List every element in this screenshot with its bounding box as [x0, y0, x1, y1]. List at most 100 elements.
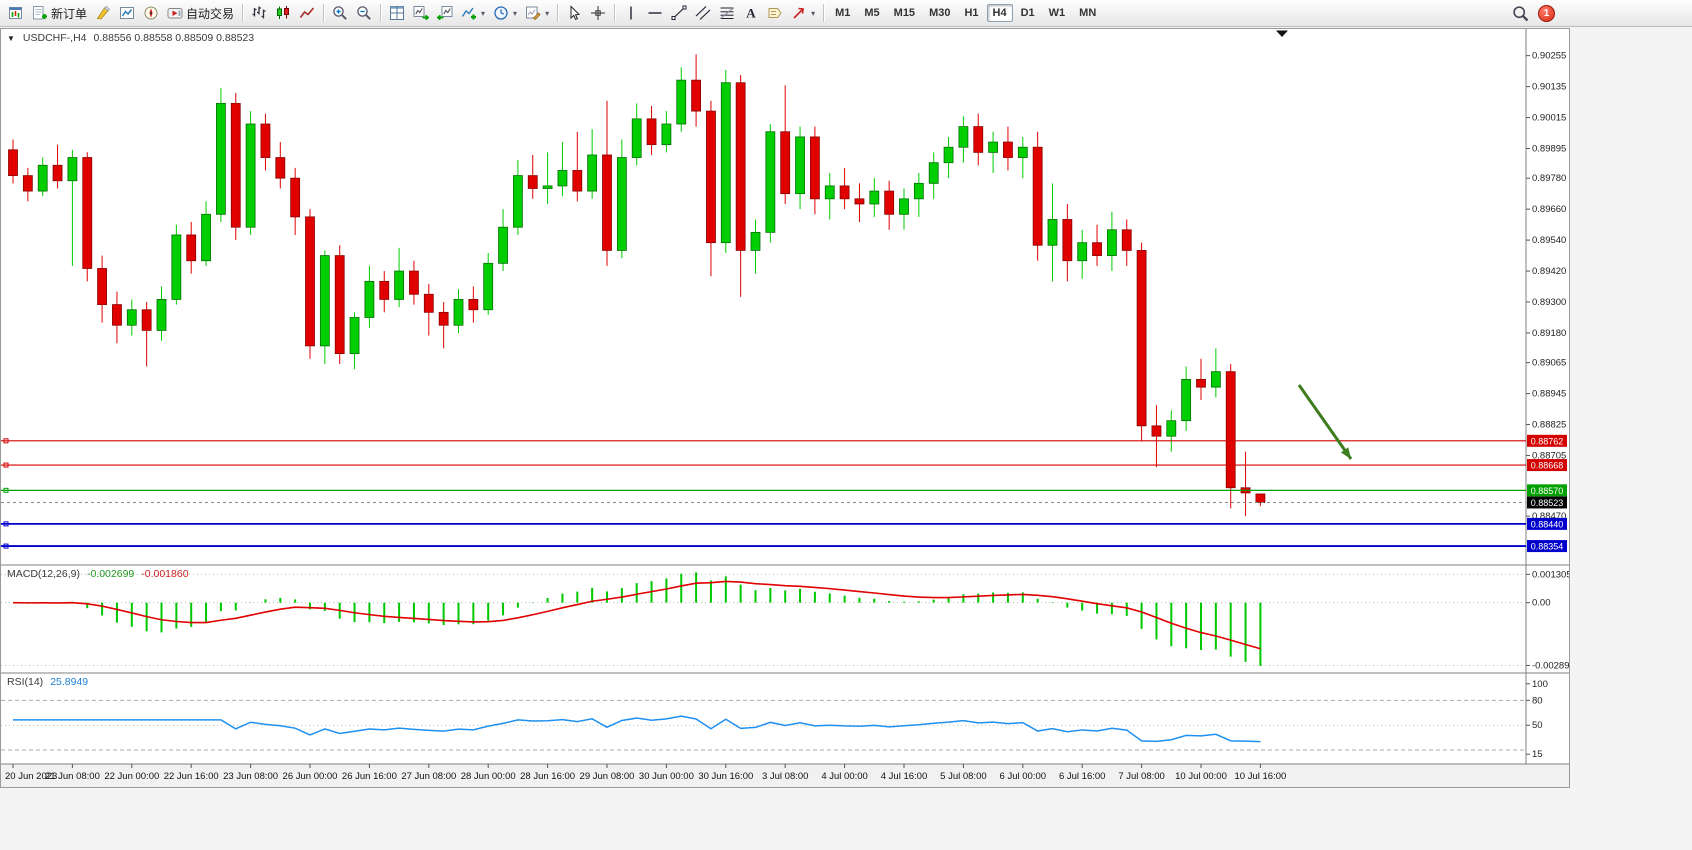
- horizontal-line-tool-icon: [648, 12, 662, 14]
- channel-tool-icon[interactable]: [691, 2, 715, 24]
- candle: [824, 185, 835, 200]
- timeframe-d1[interactable]: D1: [1020, 7, 1035, 19]
- candle: [572, 170, 583, 192]
- chart-shift-icon[interactable]: [433, 2, 457, 24]
- candle: [691, 79, 701, 112]
- candle: [1047, 219, 1058, 246]
- price-line-badge-label: 0.88440: [1531, 519, 1564, 529]
- candle: [1151, 425, 1162, 437]
- time-axis-label: 30 Jun 16:00: [698, 771, 753, 782]
- zoom-out-icon[interactable]: [352, 2, 376, 24]
- timeframe-h4[interactable]: H4: [986, 4, 1013, 22]
- new-order-button[interactable]: 新订单: [28, 2, 91, 24]
- candle: [1003, 141, 1013, 158]
- auto-scroll-icon[interactable]: [409, 2, 433, 24]
- toolbar-separator: [557, 4, 559, 22]
- chevron-down-icon: ▾: [545, 8, 550, 18]
- price-line-badge-label: 0.88668: [1531, 461, 1564, 471]
- rsi-title: RSI(14) 25.8949: [7, 676, 88, 688]
- price-line-badge: [1527, 517, 1567, 530]
- navigator-icon: [144, 6, 158, 20]
- price-axis-label: 0.88825: [1532, 420, 1566, 431]
- candle: [1225, 371, 1236, 489]
- line-anchor[interactable]: [3, 543, 9, 549]
- fibonacci-tool-icon[interactable]: [715, 2, 739, 24]
- annotation-arrow[interactable]: [1297, 384, 1353, 460]
- metaeditor-icon[interactable]: [91, 2, 115, 24]
- indicators-list-icon[interactable]: ▾: [457, 2, 489, 24]
- candle: [453, 299, 464, 326]
- candle: [290, 177, 301, 218]
- price-axis-label: 0.88945: [1532, 389, 1566, 400]
- zoom-in-icon[interactable]: [328, 2, 352, 24]
- time-axis-label: 26 Jun 16:00: [342, 771, 397, 782]
- text-tool-icon[interactable]: A: [739, 2, 763, 24]
- candle: [542, 185, 553, 189]
- time-axis-label: 10 Jul 00:00: [1175, 771, 1227, 782]
- price-axis-label: 0.90015: [1532, 113, 1566, 124]
- time-axis-label: 5 Jul 08:00: [940, 771, 986, 782]
- candlestick-type-icon[interactable]: [271, 2, 295, 24]
- notification-badge[interactable]: 1: [1538, 4, 1555, 22]
- price-axis-label: 0.88705: [1532, 451, 1566, 462]
- arrows-tool-icon[interactable]: ▾: [787, 2, 819, 24]
- chevron-down-icon: ▾: [513, 8, 518, 18]
- toolbar-separator: [823, 4, 825, 22]
- price-line-badge-label: 0.88354: [1531, 542, 1564, 552]
- cursor-tool-icon[interactable]: [562, 2, 586, 24]
- templates-icon[interactable]: ▾: [521, 2, 553, 24]
- rsi-value: 25.8949: [50, 676, 89, 688]
- zoom-in-icon: [333, 6, 347, 20]
- candle: [676, 79, 687, 125]
- timeframe-m1[interactable]: M1: [835, 7, 851, 19]
- time-axis-strip[interactable]: [1, 764, 1569, 788]
- candle: [973, 126, 984, 153]
- line-anchor[interactable]: [3, 438, 9, 444]
- navigator-icon[interactable]: [139, 2, 163, 24]
- candle: [1121, 229, 1132, 251]
- candle: [795, 136, 805, 195]
- market-watch-icon[interactable]: [115, 2, 139, 24]
- timeframe-m30[interactable]: M30: [929, 7, 951, 19]
- price-line-badge: [1527, 540, 1567, 553]
- price-chart[interactable]: 0.90255 0.90135 0.90015 0.89895 0.89780 0.896…: [1, 29, 1569, 787]
- line-anchor[interactable]: [3, 521, 9, 527]
- autotrading-label: 自动交易: [186, 6, 235, 21]
- tile-windows-icon[interactable]: [385, 2, 409, 24]
- chart-scroll-marker[interactable]: [1276, 30, 1288, 38]
- trendline-tool-icon[interactable]: [667, 2, 691, 24]
- label-tool-icon[interactable]: [763, 2, 787, 24]
- horizontal-line-tool-icon[interactable]: [643, 2, 667, 24]
- crosshair-tool-icon[interactable]: [586, 2, 610, 24]
- chart-window[interactable]: 0.90255 0.90135 0.90015 0.89895 0.89780 0.896…: [0, 28, 1570, 788]
- candle: [943, 146, 954, 164]
- price-axis-label: 0.89300: [1532, 297, 1566, 308]
- search-button[interactable]: [1510, 3, 1530, 23]
- candle: [720, 82, 731, 244]
- toolbar-separator: [323, 4, 325, 22]
- chart-ohlc-values: 0.88556 0.88558 0.88509 0.88523: [93, 32, 255, 44]
- periods-icon[interactable]: ▾: [489, 2, 521, 24]
- timeframe-mn[interactable]: MN: [1079, 7, 1097, 19]
- rsi-axis-label: 80: [1532, 695, 1543, 706]
- line-anchor[interactable]: [3, 462, 9, 468]
- price-line-badge: [1527, 434, 1567, 447]
- line-anchor[interactable]: [3, 487, 9, 493]
- chart-title: ▼ USDCHF-,H4 0.88556 0.88558 0.88509 0.8…: [7, 32, 254, 44]
- timeframe-w1[interactable]: W1: [1048, 7, 1066, 19]
- bar-chart-type-icon[interactable]: [247, 2, 271, 24]
- candle: [112, 304, 122, 326]
- timeframe-h1[interactable]: H1: [964, 7, 979, 19]
- candle: [52, 164, 63, 182]
- autotrading-button[interactable]: 自动交易: [163, 2, 238, 24]
- new-chart-icon[interactable]: [4, 2, 28, 24]
- macd-axis-label: 0.001305: [1532, 569, 1569, 580]
- line-chart-type-icon[interactable]: [295, 2, 319, 24]
- price-axis-label: 0.90135: [1532, 82, 1566, 93]
- vertical-line-tool-icon[interactable]: [619, 2, 643, 24]
- timeframe-m15[interactable]: M15: [893, 7, 916, 19]
- candle: [305, 216, 315, 347]
- candle: [839, 185, 850, 200]
- one-click-trading-toggle[interactable]: ▼: [7, 33, 15, 43]
- timeframe-m5[interactable]: M5: [864, 7, 880, 19]
